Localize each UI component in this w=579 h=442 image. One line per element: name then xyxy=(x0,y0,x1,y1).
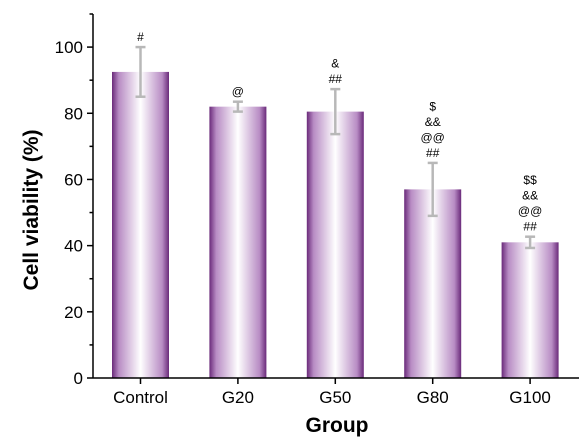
significance-mark: ## xyxy=(426,146,440,160)
x-tick-label: G80 xyxy=(417,388,449,407)
significance-mark: @ xyxy=(232,85,244,99)
significance-mark: && xyxy=(522,189,538,203)
y-tick-label: 100 xyxy=(55,38,83,57)
x-tick-labels: Control G20 G50 G80 G100 xyxy=(113,388,551,407)
significance-mark: && xyxy=(425,115,441,129)
bar-2 xyxy=(306,111,364,379)
bar-1 xyxy=(209,106,267,379)
significance-mark: @@ xyxy=(518,204,542,218)
x-tick-label: G100 xyxy=(509,388,551,407)
significance-mark: @@ xyxy=(421,130,445,144)
bar-3 xyxy=(404,189,462,378)
y-tick-labels: 0 20 40 60 80 100 xyxy=(55,38,83,388)
bars-layer xyxy=(112,71,559,379)
significance-mark: $$ xyxy=(523,173,537,187)
significance-mark: ## xyxy=(329,72,343,86)
significance-mark: $ xyxy=(429,99,436,113)
significance-mark: # xyxy=(137,30,144,44)
x-tick-label: G20 xyxy=(222,388,254,407)
y-axis-title: Cell viability (%) xyxy=(20,129,43,290)
significance-mark: & xyxy=(331,57,339,71)
x-tick-label: G50 xyxy=(319,388,351,407)
y-tick-label: 80 xyxy=(64,104,83,123)
annotations-layer: #@&##$&&@@##$$&&@@## xyxy=(137,30,542,234)
y-tick-label: 20 xyxy=(64,303,83,322)
error-bars-layer xyxy=(135,45,536,250)
x-axis-title: Group xyxy=(306,414,369,437)
significance-mark: ## xyxy=(523,220,537,234)
y-tick-label: 60 xyxy=(64,170,83,189)
y-tick-label: 40 xyxy=(64,237,83,256)
x-tick-label: Control xyxy=(113,388,168,407)
y-tick-label: 0 xyxy=(74,369,83,388)
axes xyxy=(87,13,579,384)
bar-0 xyxy=(112,71,169,378)
bar-4 xyxy=(501,242,559,378)
